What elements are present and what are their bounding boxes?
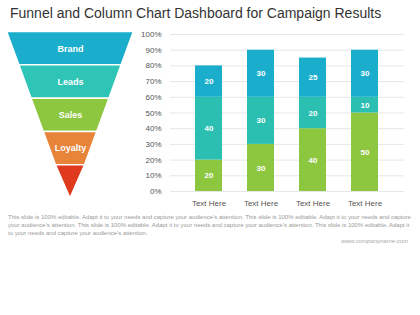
- svg-text:Sales: Sales: [59, 110, 83, 120]
- svg-text:60%: 60%: [145, 93, 161, 102]
- svg-text:20: 20: [205, 77, 214, 86]
- svg-text:20: 20: [309, 109, 318, 118]
- svg-text:30: 30: [361, 69, 370, 78]
- svg-text:25: 25: [309, 73, 318, 82]
- svg-text:Text Here: Text Here: [192, 199, 227, 208]
- svg-text:Leads: Leads: [57, 77, 83, 87]
- svg-text:Brand: Brand: [57, 44, 83, 54]
- svg-text:Text Here: Text Here: [296, 199, 331, 208]
- svg-text:10%: 10%: [145, 171, 161, 180]
- svg-text:Text Here: Text Here: [244, 199, 279, 208]
- svg-text:Text Here: Text Here: [348, 199, 383, 208]
- svg-text:0%: 0%: [150, 187, 162, 196]
- svg-text:40: 40: [205, 124, 214, 133]
- svg-text:30: 30: [257, 164, 266, 173]
- svg-text:30: 30: [257, 69, 266, 78]
- html-text:www.companyname.com: www.companyname.com: [341, 238, 408, 244]
- svg-text:80%: 80%: [145, 61, 161, 70]
- svg-text:70%: 70%: [145, 77, 161, 86]
- svg-text:50%: 50%: [145, 109, 161, 118]
- svg-text:10: 10: [361, 101, 370, 110]
- svg-text:Loyalty: Loyalty: [55, 143, 87, 153]
- svg-text:40%: 40%: [145, 124, 161, 133]
- html-text:This slide is 100% editable. A: This slide is 100% editable. Adapt it to…: [8, 214, 411, 236]
- html-text:Funnel and Column Chart Dashbo: Funnel and Column Chart Dashboard for Ca…: [10, 5, 382, 21]
- svg-text:40: 40: [309, 156, 318, 165]
- svg-text:20: 20: [205, 171, 214, 180]
- svg-text:20%: 20%: [145, 156, 161, 165]
- svg-text:90%: 90%: [145, 46, 161, 55]
- svg-text:30%: 30%: [145, 140, 161, 149]
- svg-text:30: 30: [257, 116, 266, 125]
- svg-text:100%: 100%: [141, 30, 161, 39]
- svg-text:50: 50: [361, 148, 370, 157]
